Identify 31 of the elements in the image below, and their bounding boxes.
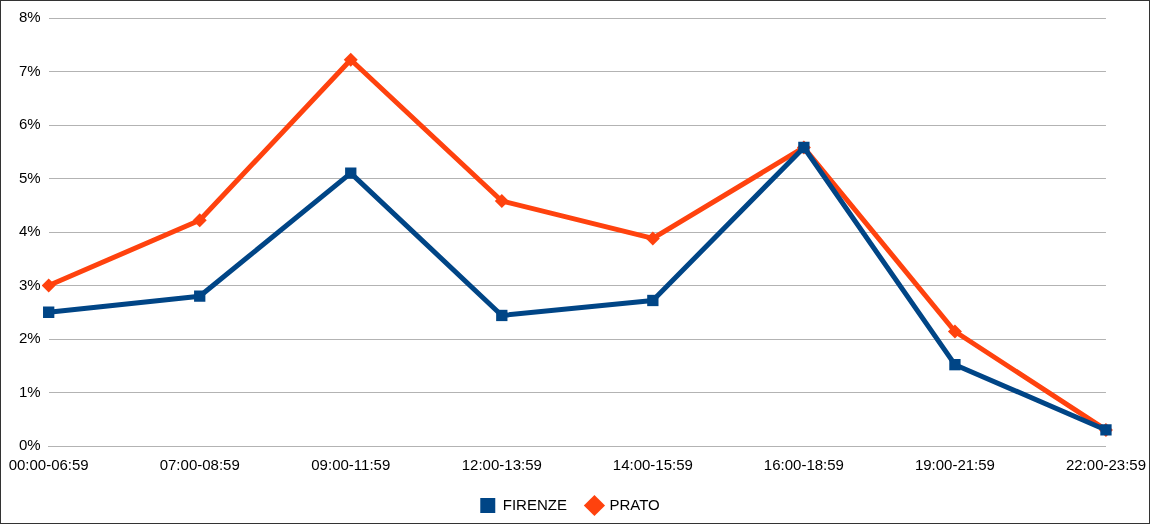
legend-label: PRATO [609,495,660,513]
x-tick-label: 00:00-06:59 [8,456,89,474]
y-tick-label: 3% [18,275,41,293]
y-tick-label: 5% [18,168,41,186]
y-tick-label: 8% [18,8,41,26]
y-tick-label: 7% [18,61,41,79]
y-tick-label: 2% [18,329,41,347]
point [647,294,659,307]
legend-label: FIRENZE [502,495,567,513]
x-tick-label: 07:00-08:59 [159,456,240,474]
point [43,306,55,318]
x-tick-label: 14:00-15:59 [612,456,693,474]
point [345,167,357,179]
point [343,52,358,67]
point [949,359,961,371]
point [645,231,660,246]
point [194,290,206,302]
y-tick-label: 1% [18,382,41,400]
y-tick-label: 4% [18,222,41,240]
point [41,278,56,293]
x-tick-label: 12:00-13:59 [461,456,542,474]
point [496,309,508,322]
point [947,324,962,339]
y-tick-label: 6% [18,115,41,133]
x-tick-label: 22:00-23:59 [1065,456,1146,474]
x-tick-label: 16:00-18:59 [763,456,844,474]
x-tick-label: 19:00-21:59 [914,456,995,474]
point [494,193,509,208]
point [192,213,207,228]
y-tick-label: 0% [18,436,41,454]
x-tick-label: 09:00-11:59 [311,456,391,474]
